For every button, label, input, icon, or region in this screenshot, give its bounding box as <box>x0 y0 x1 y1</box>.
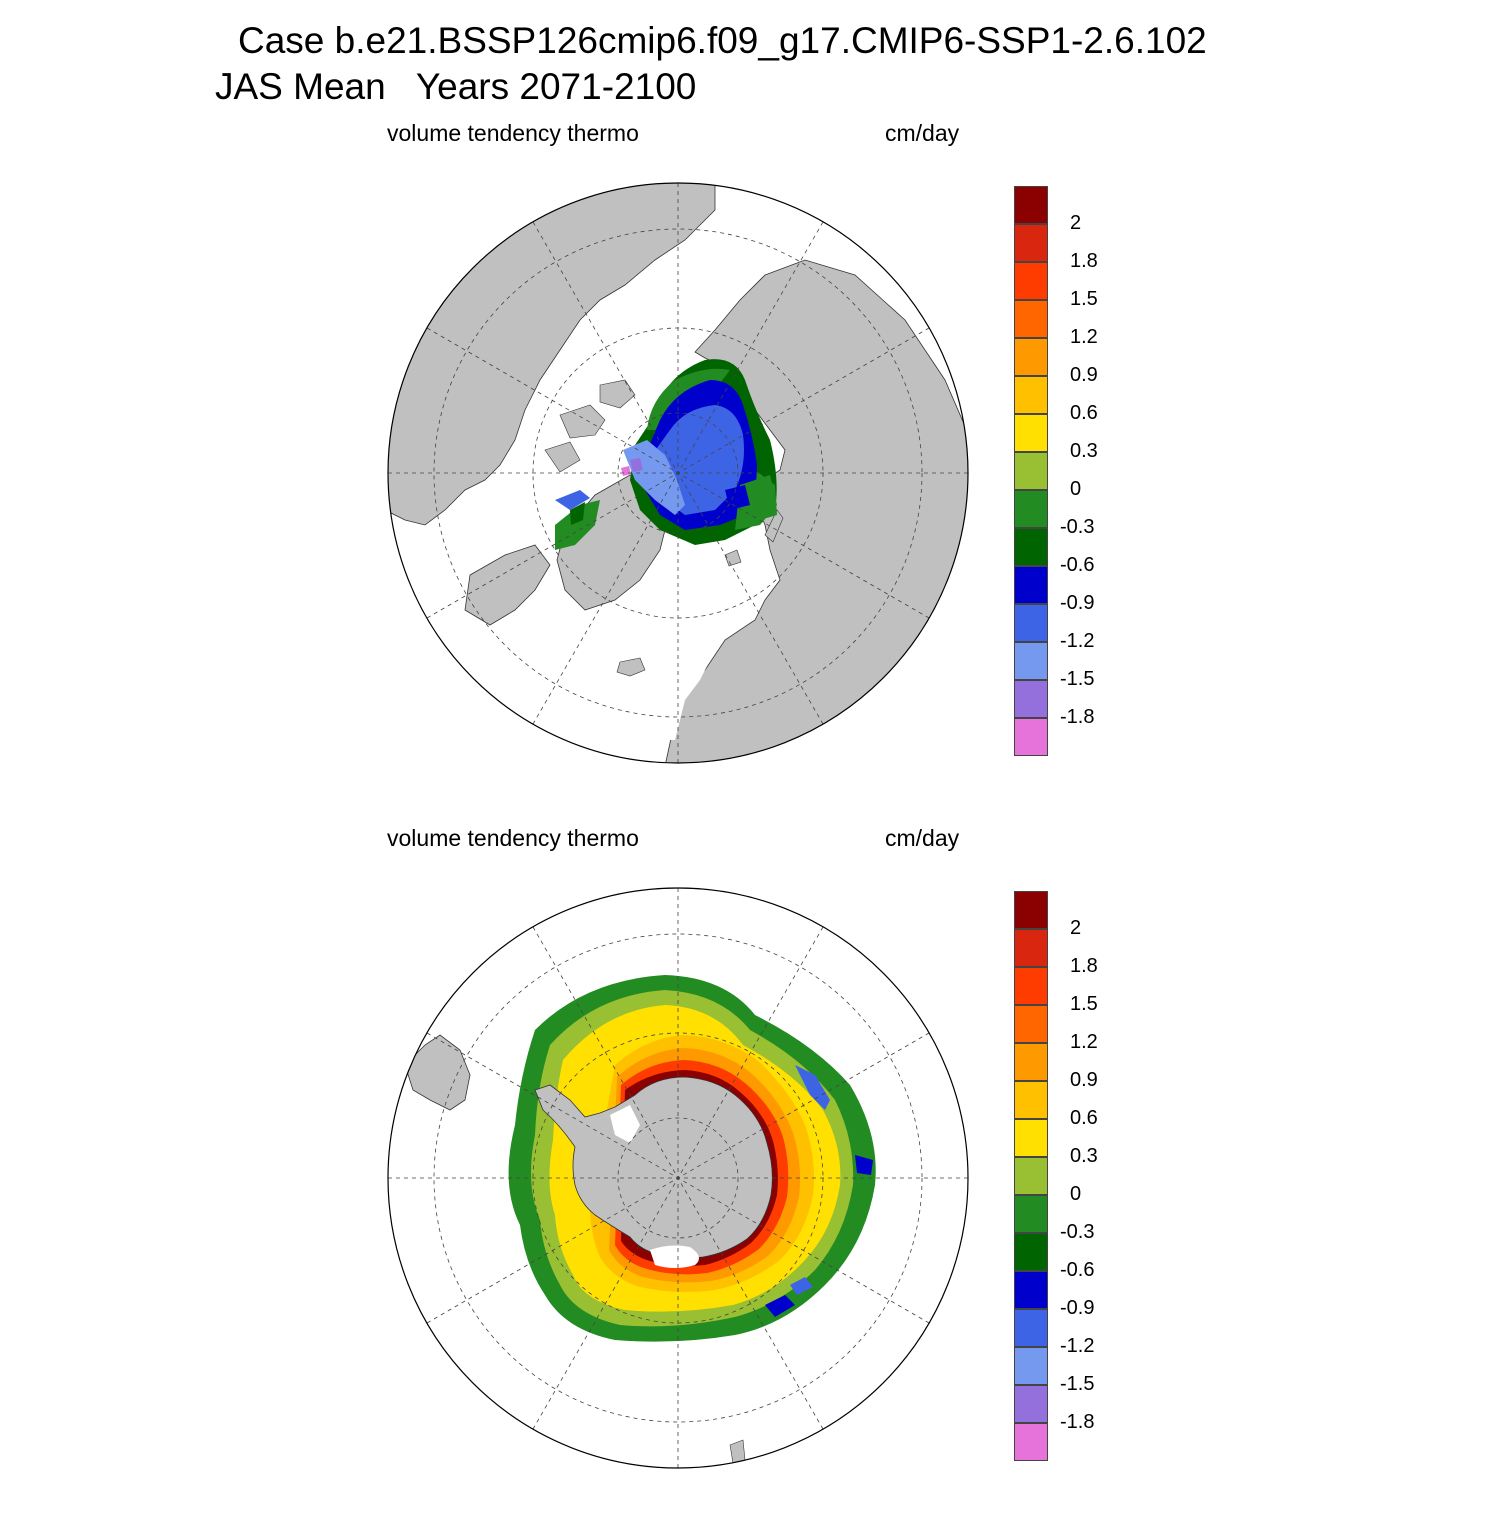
colorbar-swatch <box>1014 1081 1048 1119</box>
colorbar-swatch <box>1014 490 1048 528</box>
colorbar-tick-label: -0.3 <box>1060 516 1095 538</box>
units-label: cm/day <box>885 825 960 851</box>
colorbar-swatch <box>1014 376 1048 414</box>
colorbar-swatch <box>1014 1119 1048 1157</box>
colorbar-tick-label: -1.8 <box>1060 706 1095 728</box>
colorbar: 2 1.8 1.5 1.2 0.9 0.6 0.3 0 -0.3 -0.6 -0.9 -1.2 -1.5… <box>1014 891 1098 1461</box>
colorbar-swatch <box>1014 338 1048 376</box>
colorbar-tick-label: 0.6 <box>1070 1107 1098 1129</box>
colorbar-swatch <box>1014 1195 1048 1233</box>
map-boundary <box>387 182 969 764</box>
colorbar-tick-label: -0.9 <box>1060 592 1095 614</box>
colorbar-tick-label: 0 <box>1070 478 1082 500</box>
colorbar-swatch <box>1014 1309 1048 1347</box>
colorbar-swatch <box>1014 967 1048 1005</box>
units-label: cm/day <box>885 120 960 146</box>
graticule <box>388 888 968 1468</box>
colorbar-tick-label: 1.8 <box>1070 250 1098 272</box>
ice-band-purple <box>630 458 643 472</box>
colorbar-swatch <box>1014 1347 1048 1385</box>
colorbar-tick-label: 0.6 <box>1070 402 1098 424</box>
colorbar-swatch <box>1014 1385 1048 1423</box>
colorbar-tick-label: -0.6 <box>1060 1259 1095 1281</box>
colorbar-tick-label: -0.9 <box>1060 1297 1095 1319</box>
colorbar-swatch <box>1014 1157 1048 1195</box>
colorbar-swatch <box>1014 528 1048 566</box>
arctic-panel: volume tendency thermo cm/day <box>0 110 1500 810</box>
ice-band-pink <box>621 466 631 476</box>
colorbar-tick-label: -1.8 <box>1060 1411 1095 1433</box>
map-boundary <box>387 887 969 1469</box>
variable-label: volume tendency thermo <box>387 120 639 146</box>
colorbar-tick-label: 0.3 <box>1070 1145 1098 1167</box>
colorbar-tick-label: 2 <box>1070 212 1082 234</box>
colorbar-swatch <box>1014 224 1048 262</box>
colorbar-tick-label: -1.5 <box>1060 1373 1095 1395</box>
colorbar-swatch <box>1014 414 1048 452</box>
colorbar-tick-label: 0.9 <box>1070 364 1098 386</box>
colorbar-swatch <box>1014 452 1048 490</box>
colorbar-tick-label: 0.3 <box>1070 440 1098 462</box>
colorbar-swatch <box>1014 186 1048 224</box>
colorbar-tick-label: 0.9 <box>1070 1069 1098 1091</box>
colorbar-swatch <box>1014 604 1048 642</box>
colorbar-tick-label: 2 <box>1070 917 1082 939</box>
graticule <box>388 183 968 763</box>
colorbar-tick-label: 1.2 <box>1070 326 1098 348</box>
south-america-landmass <box>404 1034 471 1111</box>
colorbar-swatch <box>1014 891 1048 929</box>
colorbar-swatch <box>1014 718 1048 756</box>
colorbar-tick-label: 0 <box>1070 1183 1082 1205</box>
colorbar-tick-label: 1.2 <box>1070 1031 1098 1053</box>
colorbar-tick-label: -1.2 <box>1060 630 1095 652</box>
colorbar-tick-label: 1.8 <box>1070 955 1098 977</box>
antarctic-panel: volume tendency thermo cm/day <box>0 815 1500 1515</box>
colorbar-tick-label: -0.6 <box>1060 554 1095 576</box>
colorbar-swatch <box>1014 1233 1048 1271</box>
colorbar-swatch <box>1014 680 1048 718</box>
antarctic-polar-map <box>387 887 969 1469</box>
colorbar-swatch <box>1014 929 1048 967</box>
arctic-polar-map <box>387 182 969 764</box>
colorbar-swatch <box>1014 1005 1048 1043</box>
colorbar-swatch <box>1014 300 1048 338</box>
colorbar-swatch <box>1014 566 1048 604</box>
figure-title-line2: JAS Mean Years 2071-2100 <box>215 66 697 107</box>
figure-title-line1: Case b.e21.BSSP126cmip6.f09_g17.CMIP6-SS… <box>238 20 1207 61</box>
colorbar-tick-label: 1.5 <box>1070 993 1098 1015</box>
colorbar-swatch <box>1014 1271 1048 1309</box>
colorbar-tick-label: -1.2 <box>1060 1335 1095 1357</box>
colorbar-tick-label: 1.5 <box>1070 288 1098 310</box>
colorbar-swatch <box>1014 262 1048 300</box>
variable-label: volume tendency thermo <box>387 825 639 851</box>
colorbar-swatch <box>1014 1043 1048 1081</box>
colorbar-swatch <box>1014 642 1048 680</box>
colorbar-tick-label: -0.3 <box>1060 1221 1095 1243</box>
colorbar-swatch <box>1014 1423 1048 1461</box>
colorbar: 2 1.8 1.5 1.2 0.9 0.6 0.3 0 -0.3 -0.6 -0.9 -1.2 -1.5… <box>1014 186 1098 756</box>
colorbar-tick-label: -1.5 <box>1060 668 1095 690</box>
